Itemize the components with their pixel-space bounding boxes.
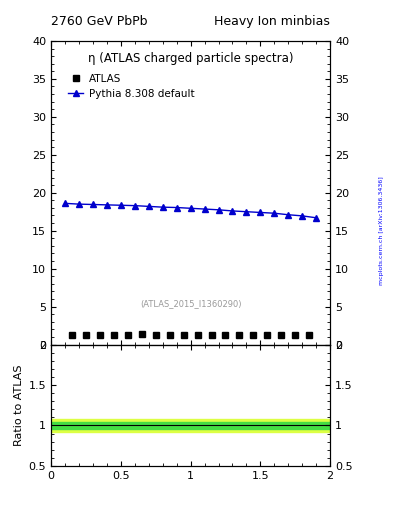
ATLAS [140, 331, 144, 337]
Pythia 8.308 default [202, 206, 207, 212]
ATLAS [251, 332, 256, 338]
ATLAS [97, 332, 102, 338]
Pythia 8.308 default [216, 207, 221, 213]
Pythia 8.308 default [160, 204, 165, 210]
Pythia 8.308 default [63, 200, 68, 206]
Pythia 8.308 default [91, 201, 95, 207]
Line: ATLAS: ATLAS [69, 331, 312, 338]
Line: Pythia 8.308 default: Pythia 8.308 default [62, 201, 319, 221]
Legend: ATLAS, Pythia 8.308 default: ATLAS, Pythia 8.308 default [65, 71, 197, 102]
Pythia 8.308 default [244, 208, 249, 215]
ATLAS [279, 332, 284, 338]
Pythia 8.308 default [188, 205, 193, 211]
ATLAS [265, 332, 270, 338]
ATLAS [70, 332, 74, 338]
Pythia 8.308 default [272, 210, 277, 216]
Pythia 8.308 default [146, 203, 151, 209]
Pythia 8.308 default [119, 202, 123, 208]
Pythia 8.308 default [300, 213, 305, 219]
Text: 2760 GeV PbPb: 2760 GeV PbPb [51, 15, 148, 28]
ATLAS [195, 332, 200, 338]
ATLAS [181, 332, 186, 338]
ATLAS [209, 332, 214, 338]
Pythia 8.308 default [230, 208, 235, 214]
Text: η (ATLAS charged particle spectra): η (ATLAS charged particle spectra) [88, 52, 293, 65]
Y-axis label: Ratio to ATLAS: Ratio to ATLAS [15, 365, 24, 446]
Pythia 8.308 default [77, 201, 81, 207]
Text: mcplots.cern.ch [arXiv:1306.3436]: mcplots.cern.ch [arXiv:1306.3436] [379, 176, 384, 285]
ATLAS [153, 332, 158, 338]
Pythia 8.308 default [105, 202, 109, 208]
ATLAS [237, 332, 242, 338]
Pythia 8.308 default [132, 203, 137, 209]
ATLAS [223, 332, 228, 338]
Pythia 8.308 default [286, 211, 291, 218]
ATLAS [112, 332, 116, 338]
Text: Heavy Ion minbias: Heavy Ion minbias [214, 15, 330, 28]
ATLAS [125, 332, 130, 338]
ATLAS [307, 332, 312, 338]
ATLAS [293, 332, 298, 338]
ATLAS [167, 332, 172, 338]
Pythia 8.308 default [174, 204, 179, 210]
Pythia 8.308 default [258, 209, 263, 216]
Text: (ATLAS_2015_I1360290): (ATLAS_2015_I1360290) [140, 299, 241, 308]
ATLAS [84, 332, 88, 338]
Pythia 8.308 default [314, 215, 318, 221]
